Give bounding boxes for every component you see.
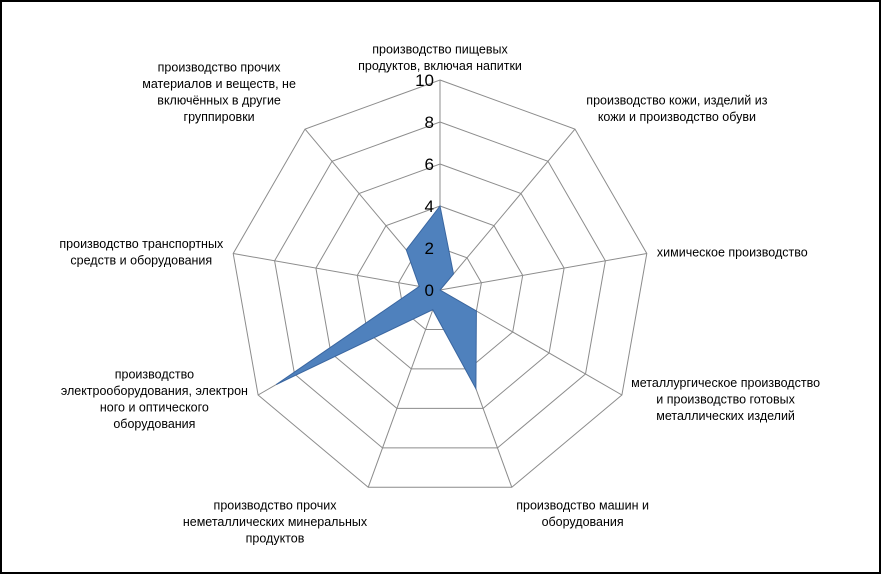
series-layer bbox=[276, 204, 477, 391]
category-label-5: производство машин и оборудования bbox=[516, 498, 649, 529]
category-label-4: металлургическое производство и производс… bbox=[631, 376, 820, 423]
tick-label-6: 6 bbox=[425, 155, 434, 174]
category-label-line: оборудования bbox=[542, 515, 624, 529]
category-label-line: производство прочих bbox=[214, 498, 338, 512]
category-label-3: химическое производство bbox=[657, 245, 808, 259]
category-label-1: производство пищевых продуктов, включая н… bbox=[358, 43, 522, 74]
category-label-line: неметаллических минеральных bbox=[183, 515, 368, 529]
category-label-6: производство прочих неметаллических минер… bbox=[183, 498, 368, 545]
grid-ring-10 bbox=[232, 79, 648, 488]
series-area-1 bbox=[276, 204, 477, 391]
tick-label-layer: 0 2 4 6 8 10 bbox=[415, 71, 434, 300]
grid-ring-2 bbox=[398, 247, 482, 330]
grid-layer bbox=[232, 79, 648, 488]
tick-label-10: 10 bbox=[415, 71, 434, 90]
category-label-line: производство транспортных bbox=[59, 237, 224, 251]
grid-ring-6 bbox=[315, 163, 565, 409]
category-label-2: производство кожи, изделий из кожи и прои… bbox=[586, 94, 767, 125]
category-label-line: электрооборудования, электрон bbox=[61, 384, 248, 398]
category-label-line: средств и оборудования bbox=[70, 254, 212, 268]
category-label-line: производство машин и bbox=[516, 498, 649, 512]
category-label-line: группировки bbox=[184, 110, 255, 124]
category-label-line: производство кожи, изделий из bbox=[586, 94, 767, 108]
grid-ring-8 bbox=[274, 121, 606, 449]
category-label-line: продуктов bbox=[246, 531, 305, 545]
category-label-line: оборудования bbox=[113, 417, 195, 431]
axis-spoke-2 bbox=[439, 128, 576, 291]
tick-label-8: 8 bbox=[425, 113, 434, 132]
tick-label-0: 0 bbox=[425, 281, 434, 300]
axis-spoke-6 bbox=[367, 289, 441, 488]
category-label-line: химическое производство bbox=[657, 245, 808, 259]
axis-spoke-8 bbox=[233, 253, 441, 291]
category-label-line: металлургическое производство bbox=[631, 376, 820, 390]
category-label-9: производство прочих материалов и веществ,… bbox=[142, 61, 296, 125]
category-label-line: материалов и веществ, не bbox=[142, 77, 296, 91]
grid-ring-4 bbox=[356, 205, 524, 370]
category-label-7: производство электрооборудования, электро… bbox=[61, 368, 248, 432]
category-label-line: ного и оптического bbox=[100, 401, 209, 415]
category-label-line: производство bbox=[115, 368, 194, 382]
category-label-line: включённых в другие bbox=[157, 94, 281, 108]
tick-label-2: 2 bbox=[425, 239, 434, 258]
category-label-line: производство прочих bbox=[158, 61, 282, 75]
tick-label-4: 4 bbox=[425, 197, 434, 216]
category-label-layer: производство пищевых продуктов, включая н… bbox=[59, 43, 820, 546]
category-label-line: и производство готовых bbox=[656, 392, 795, 406]
category-label-line: кожи и производство обуви bbox=[598, 110, 756, 124]
category-label-line: металлических изделий bbox=[656, 409, 795, 423]
axis-spoke-3 bbox=[439, 253, 647, 291]
category-label-8: производство транспортных средств и обору… bbox=[59, 237, 224, 268]
category-label-line: производство пищевых bbox=[372, 43, 508, 57]
category-label-line: продуктов, включая напитки bbox=[358, 59, 522, 73]
